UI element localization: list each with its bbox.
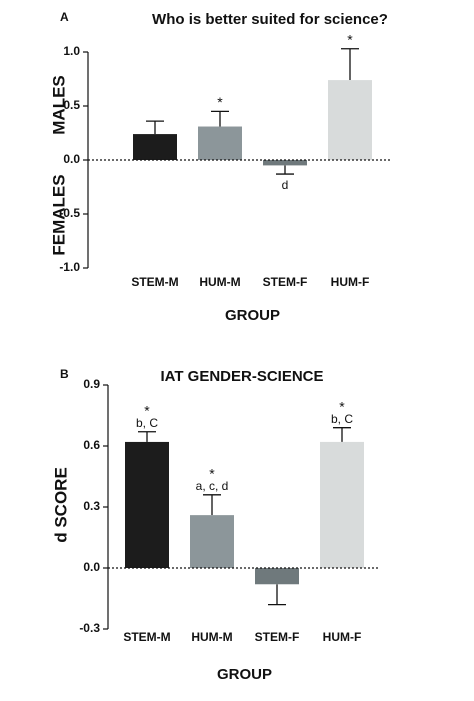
x-axis-label: GROUP xyxy=(217,666,272,683)
y-axis-label: MALES xyxy=(49,75,68,135)
annotation: * xyxy=(347,31,353,47)
annotation: d xyxy=(282,178,289,192)
panel-label: A xyxy=(60,10,69,24)
annotation: * xyxy=(339,398,345,414)
chart-title: IAT GENDER-SCIENCE xyxy=(160,368,323,385)
y-tick-label: 1.0 xyxy=(63,44,80,58)
x-tick-label: HUM-F xyxy=(331,275,370,289)
panel-label: B xyxy=(60,367,69,381)
bar xyxy=(133,134,177,160)
bar xyxy=(198,126,242,160)
bar xyxy=(263,160,307,166)
y-tick-label: 0.5 xyxy=(63,98,80,112)
bar xyxy=(125,441,169,568)
annotation: * xyxy=(209,466,215,482)
chart-title: Who is better suited for science? xyxy=(152,11,388,28)
x-tick-label: HUM-F xyxy=(323,630,362,644)
annotation: b, C xyxy=(136,416,158,430)
y-axis-label: FEMALES xyxy=(49,174,68,255)
y-tick-label: -1.0 xyxy=(59,260,80,274)
x-tick-label: HUM-M xyxy=(191,630,232,644)
bar xyxy=(255,568,299,585)
annotation: * xyxy=(217,94,223,110)
annotation: a, c, d xyxy=(196,479,229,493)
bar xyxy=(320,441,364,568)
x-tick-label: STEM-F xyxy=(255,630,300,644)
y-tick-label: -0.5 xyxy=(59,206,80,220)
x-tick-label: STEM-M xyxy=(123,630,170,644)
y-tick-label: 0.0 xyxy=(83,560,100,574)
y-tick-label: 0.3 xyxy=(83,499,100,513)
x-axis-label: GROUP xyxy=(225,307,280,324)
y-tick-label: -0.3 xyxy=(79,621,100,635)
y-tick-label: 0.6 xyxy=(83,438,100,452)
x-tick-label: STEM-M xyxy=(131,275,178,289)
x-tick-label: STEM-F xyxy=(263,275,308,289)
y-tick-label: 0.0 xyxy=(63,152,80,166)
annotation: b, C xyxy=(331,412,353,426)
annotation: * xyxy=(144,402,150,418)
x-tick-label: HUM-M xyxy=(199,275,240,289)
bar xyxy=(190,515,234,568)
y-tick-label: 0.9 xyxy=(83,377,100,391)
bar xyxy=(328,80,372,160)
y-axis-label: d SCORE xyxy=(51,467,70,543)
